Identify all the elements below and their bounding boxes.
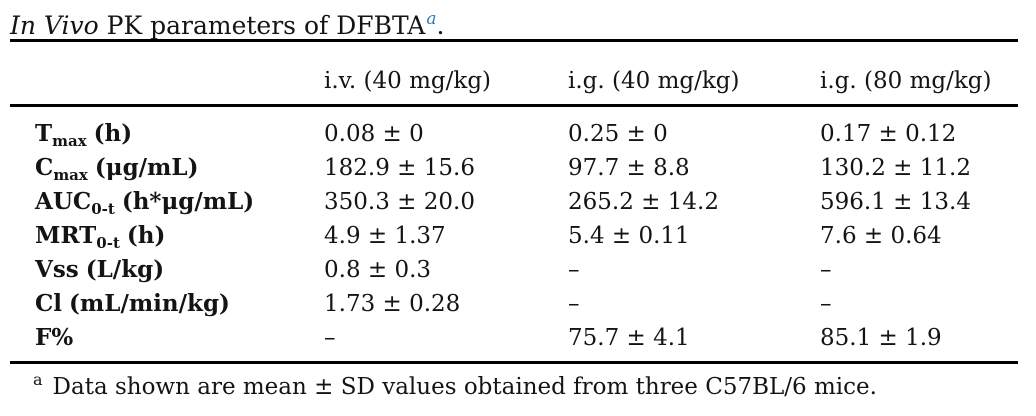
table-caption: In Vivo PK parameters of DFBTAa. xyxy=(10,0,444,45)
cell-value: – xyxy=(324,325,336,351)
cell-value: – xyxy=(568,257,580,283)
footnote-marker: a xyxy=(33,370,43,389)
cell-value: 1.73 ± 0.28 xyxy=(324,291,461,317)
row-label-auc: AUC0-t (h*μg/mL) xyxy=(35,188,255,218)
table-row-auc: AUC0-t (h*μg/mL) 350.3 ± 20.0 265.2 ± 14.… xyxy=(10,185,1018,219)
row-label-cl: Cl (mL/min/kg) xyxy=(35,290,230,317)
table-row-cl: Cl (mL/min/kg) 1.73 ± 0.28 – – xyxy=(10,287,1018,321)
row-label-tmax: Tmax (h) xyxy=(35,120,133,150)
table-row-tmax: Tmax (h) 0.08 ± 0 0.25 ± 0 0.17 ± 0.12 xyxy=(10,106,1018,152)
caption-italic-part: In Vivo xyxy=(10,11,99,40)
row-label-cmax: Cmax (μg/mL) xyxy=(35,154,199,184)
cell-value: 4.9 ± 1.37 xyxy=(324,223,446,249)
table-row-f-percent: F% – 75.7 ± 4.1 85.1 ± 1.9 xyxy=(10,321,1018,363)
header-row: i.v. (40 mg/kg) i.g. (40 mg/kg) i.g. (80… xyxy=(10,40,1018,107)
cell-value: 0.08 ± 0 xyxy=(324,121,424,147)
table-row-vss: Vss (L/kg) 0.8 ± 0.3 – – xyxy=(10,253,1018,287)
cell-value: 97.7 ± 8.8 xyxy=(568,155,690,181)
cell-value: 350.3 ± 20.0 xyxy=(324,189,475,215)
cell-value: 0.17 ± 0.12 xyxy=(820,121,957,147)
cell-value: 0.8 ± 0.3 xyxy=(324,257,432,283)
caption-main-part: PK parameters of DFBTA xyxy=(98,11,426,40)
cell-value: – xyxy=(820,291,832,317)
cell-value: 85.1 ± 1.9 xyxy=(820,325,942,351)
cell-value: 265.2 ± 14.2 xyxy=(568,189,719,215)
pk-parameters-table: i.v. (40 mg/kg) i.g. (40 mg/kg) i.g. (80… xyxy=(10,39,1018,364)
cell-value: – xyxy=(568,291,580,317)
cell-value: 0.25 ± 0 xyxy=(568,121,668,147)
header-empty-cell xyxy=(10,40,324,107)
row-label-mrt: MRT0-t (h) xyxy=(35,222,166,252)
cell-value: 596.1 ± 13.4 xyxy=(820,189,971,215)
table-footnote: a Data shown are mean ± SD values obtaine… xyxy=(33,363,877,404)
row-label-f-percent: F% xyxy=(35,324,74,351)
header-ig-80: i.g. (80 mg/kg) xyxy=(820,40,1018,107)
cell-value: 75.7 ± 4.1 xyxy=(568,325,690,351)
cell-value: – xyxy=(820,257,832,283)
table-row-cmax: Cmax (μg/mL) 182.9 ± 15.6 97.7 ± 8.8 130.… xyxy=(10,151,1018,185)
row-label-vss: Vss (L/kg) xyxy=(35,256,165,283)
header-iv-40: i.v. (40 mg/kg) xyxy=(324,40,568,107)
cell-value: 5.4 ± 0.11 xyxy=(568,223,690,249)
header-ig-40: i.g. (40 mg/kg) xyxy=(568,40,820,107)
caption-footnote-marker[interactable]: a xyxy=(426,9,437,29)
cell-value: 182.9 ± 15.6 xyxy=(324,155,475,181)
cell-value: 130.2 ± 11.2 xyxy=(820,155,971,181)
cell-value: 7.6 ± 0.64 xyxy=(820,223,942,249)
footnote-text: Data shown are mean ± SD values obtained… xyxy=(52,374,877,400)
caption-period: . xyxy=(436,11,445,40)
table-row-mrt: MRT0-t (h) 4.9 ± 1.37 5.4 ± 0.11 7.6 ± 0.… xyxy=(10,219,1018,253)
